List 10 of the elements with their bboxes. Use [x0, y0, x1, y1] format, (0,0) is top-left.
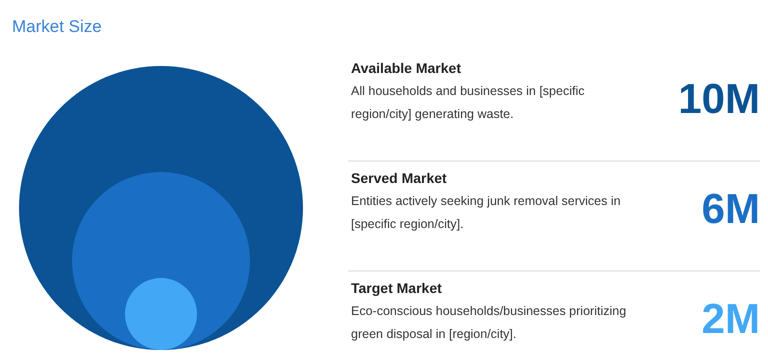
category-label: Available Market: [351, 60, 462, 76]
category-label: Served Market: [351, 170, 448, 186]
data-label: 10M: [678, 75, 760, 122]
text: Entities actively seeking junk removal services in [specific region/city].: [351, 194, 621, 231]
data-label: 2M: [702, 295, 760, 342]
text: All households and businesses in [specific region/city] generating waste.: [351, 84, 584, 121]
text: Eco-conscious households/businesses prioritizing green disposal in [region/city].: [351, 304, 626, 341]
data-label: 6M: [702, 185, 760, 232]
category-label: Target Market: [351, 280, 442, 296]
text: Market Size: [12, 17, 102, 36]
